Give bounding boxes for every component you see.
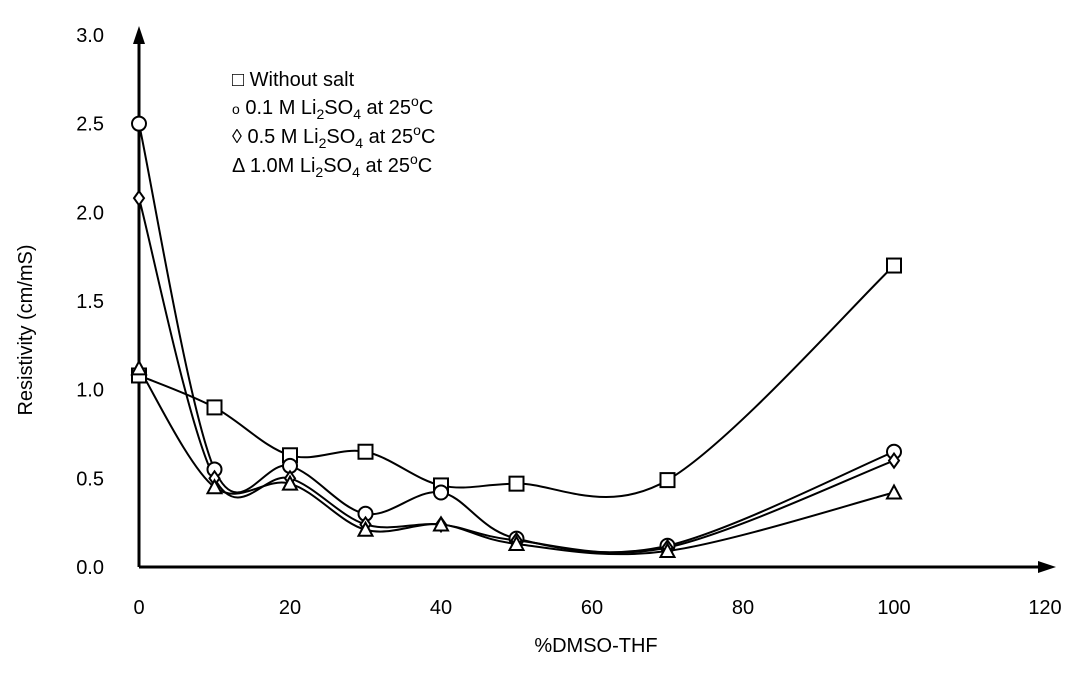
- x-tick-label: 80: [732, 597, 754, 619]
- y-tick-label: 1.0: [76, 380, 104, 402]
- x-axis-arrow: [1038, 561, 1056, 573]
- legend-symbol-diamond: ◊: [232, 126, 242, 148]
- y-axis-title: Resistivity (cm/mS): [15, 244, 37, 415]
- data-point-square: [206, 399, 223, 416]
- x-tick-label: 40: [430, 597, 452, 619]
- y-tick-labels: 0.0 0.5 1.0 1.5 2.0 2.5 3.0: [76, 25, 104, 579]
- legend-symbol-triangle: Δ: [232, 155, 245, 177]
- data-point-triangle: [130, 359, 148, 376]
- data-point-diamond: [132, 189, 146, 207]
- y-tick-label: 2.5: [76, 114, 104, 136]
- legend-item-1.0M: Δ 1.0M Li2SO4 at 25oC: [232, 151, 432, 180]
- y-tick-label: 1.5: [76, 291, 104, 313]
- series-line-triangle: [138, 367, 895, 556]
- y-axis-arrow: [133, 26, 145, 44]
- x-tick-label: 0: [133, 597, 144, 619]
- x-axis-title: %DMSO-THF: [534, 635, 657, 657]
- data-point-triangle: [281, 474, 299, 491]
- data-point-square: [357, 443, 374, 460]
- data-point-square: [508, 475, 525, 492]
- data-point-triangle: [507, 534, 526, 551]
- data-point-triangle: [658, 541, 677, 559]
- y-tick-label: 0.0: [76, 557, 104, 579]
- data-point-circle: [433, 484, 449, 501]
- legend-symbol-square: □: [232, 69, 244, 91]
- data-point-triangle: [432, 515, 450, 532]
- series-markers: [130, 115, 903, 559]
- series-line-diamond: [138, 197, 895, 554]
- x-tick-labels: 0 20 40 60 80 100 120: [133, 597, 1061, 619]
- data-point-circle: [131, 115, 147, 132]
- x-tick-label: 100: [877, 597, 910, 619]
- data-point-triangle: [885, 483, 903, 500]
- x-tick-label: 60: [581, 597, 603, 619]
- series-line-square: [138, 264, 895, 499]
- legend-item-without-salt: □ Without salt: [232, 69, 355, 91]
- legend-item-0.1M: o 0.1 M Li2SO4 at 25oC: [232, 93, 433, 122]
- data-point-square: [886, 257, 902, 274]
- x-tick-label: 120: [1028, 597, 1061, 619]
- legend-item-0.5M: ◊ 0.5 M Li2SO4 at 25oC: [232, 122, 435, 151]
- data-point-triangle: [356, 520, 375, 537]
- legend-symbol-circle: o: [232, 101, 240, 117]
- y-tick-label: 3.0: [76, 25, 104, 47]
- x-tick-label: 20: [279, 597, 301, 619]
- data-point-triangle: [205, 478, 224, 495]
- data-point-diamond: [887, 451, 901, 470]
- y-tick-label: 2.0: [76, 202, 104, 224]
- data-point-square: [659, 472, 676, 489]
- legend: □ Without salt o 0.1 M Li2SO4 at 25oC ◊ …: [232, 69, 435, 180]
- y-tick-label: 0.5: [76, 468, 104, 490]
